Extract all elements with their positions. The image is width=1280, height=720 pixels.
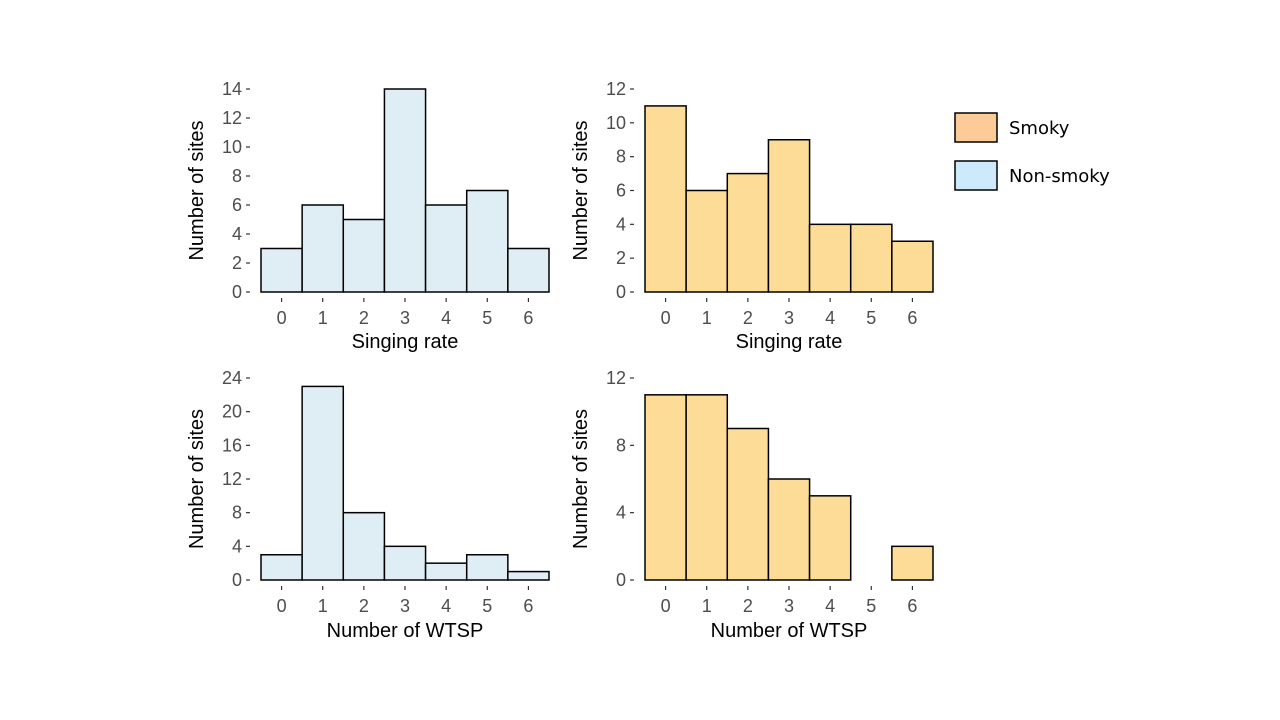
y-tick-label: 6 — [616, 181, 626, 201]
x-tick-label: 3 — [784, 308, 794, 328]
y-axis-title: Number of sites — [570, 120, 592, 260]
bar — [383, 88, 427, 293]
x-axis-title: Singing rate — [736, 331, 843, 353]
x-axis-title: Singing rate — [352, 331, 459, 353]
legend-label-non-smoky: Non-smoky — [1009, 166, 1110, 187]
bar — [891, 240, 934, 293]
bar — [260, 247, 303, 293]
y-tick-label: 0 — [232, 282, 242, 302]
y-tick-label: 12 — [606, 79, 626, 99]
bar — [301, 204, 345, 293]
bar — [465, 554, 509, 581]
x-tick-label: 4 — [441, 308, 451, 328]
x-tick-label: 4 — [825, 308, 835, 328]
x-tick-label: 4 — [441, 596, 451, 616]
x-tick-label: 5 — [482, 596, 492, 616]
bar — [726, 427, 770, 581]
bar — [726, 172, 770, 293]
legend-swatch-smoky — [954, 112, 998, 143]
bar — [342, 511, 386, 581]
bar — [507, 247, 550, 293]
y-tick-label: 10 — [222, 137, 242, 157]
y-tick-label: 4 — [616, 214, 626, 234]
y-tick-label: 4 — [616, 503, 626, 523]
bar — [507, 570, 550, 581]
x-tick-label: 1 — [702, 596, 712, 616]
bar — [260, 554, 303, 581]
y-tick-label: 16 — [222, 435, 242, 455]
x-tick-label: 3 — [400, 596, 410, 616]
x-axis-title: Number of WTSP — [711, 620, 868, 642]
x-tick-label: 1 — [702, 308, 712, 328]
x-tick-label: 0 — [277, 596, 287, 616]
bar — [644, 394, 687, 581]
x-tick-label: 5 — [866, 596, 876, 616]
bar — [685, 189, 729, 293]
bar — [424, 562, 468, 581]
bar — [424, 204, 468, 293]
x-tick-label: 6 — [907, 308, 917, 328]
bar — [465, 189, 509, 293]
y-tick-label: 8 — [232, 166, 242, 186]
y-tick-label: 12 — [606, 368, 626, 388]
x-tick-label: 5 — [866, 308, 876, 328]
y-axis-title: Number of sites — [186, 409, 208, 549]
bar — [767, 139, 811, 293]
x-tick-label: 1 — [318, 308, 328, 328]
bar — [808, 495, 852, 581]
x-tick-label: 0 — [661, 596, 671, 616]
x-tick-label: 2 — [359, 308, 369, 328]
bar — [849, 223, 893, 293]
x-tick-label: 0 — [661, 308, 671, 328]
y-axis-title: Number of sites — [186, 120, 208, 260]
y-tick-label: 20 — [222, 402, 242, 422]
x-tick-label: 3 — [400, 308, 410, 328]
bar — [767, 478, 811, 581]
y-tick-label: 12 — [222, 108, 242, 128]
x-axis-title: Number of WTSP — [327, 620, 484, 642]
y-tick-label: 2 — [232, 253, 242, 273]
y-tick-label: 4 — [232, 536, 242, 556]
y-tick-label: 0 — [232, 570, 242, 590]
x-tick-label: 6 — [523, 308, 533, 328]
y-tick-label: 8 — [232, 503, 242, 523]
bar — [808, 223, 852, 293]
y-tick-label: 14 — [222, 79, 242, 99]
x-tick-label: 2 — [743, 308, 753, 328]
legend-label-smoky: Smoky — [1009, 118, 1070, 139]
x-tick-label: 0 — [277, 308, 287, 328]
bar — [301, 385, 345, 581]
y-tick-label: 8 — [616, 147, 626, 167]
y-tick-label: 4 — [232, 224, 242, 244]
x-tick-label: 1 — [318, 596, 328, 616]
bar — [685, 394, 729, 581]
legend: Smoky Non-smoky — [954, 112, 1110, 191]
x-tick-label: 2 — [359, 596, 369, 616]
bar — [644, 105, 687, 293]
y-tick-label: 24 — [222, 368, 242, 388]
x-tick-label: 6 — [523, 596, 533, 616]
x-tick-label: 5 — [482, 308, 492, 328]
bar — [383, 545, 427, 581]
x-tick-label: 6 — [907, 596, 917, 616]
y-tick-label: 10 — [606, 113, 626, 133]
y-tick-label: 6 — [232, 195, 242, 215]
x-tick-label: 2 — [743, 596, 753, 616]
y-tick-label: 0 — [616, 282, 626, 302]
x-tick-label: 4 — [825, 596, 835, 616]
bar — [891, 545, 934, 581]
y-tick-label: 8 — [616, 435, 626, 455]
y-tick-label: 0 — [616, 570, 626, 590]
y-axis-title: Number of sites — [570, 409, 592, 549]
x-tick-label: 3 — [784, 596, 794, 616]
y-tick-label: 2 — [616, 248, 626, 268]
y-tick-label: 12 — [222, 469, 242, 489]
bar — [342, 218, 386, 293]
legend-swatch-non-smoky — [954, 160, 998, 191]
